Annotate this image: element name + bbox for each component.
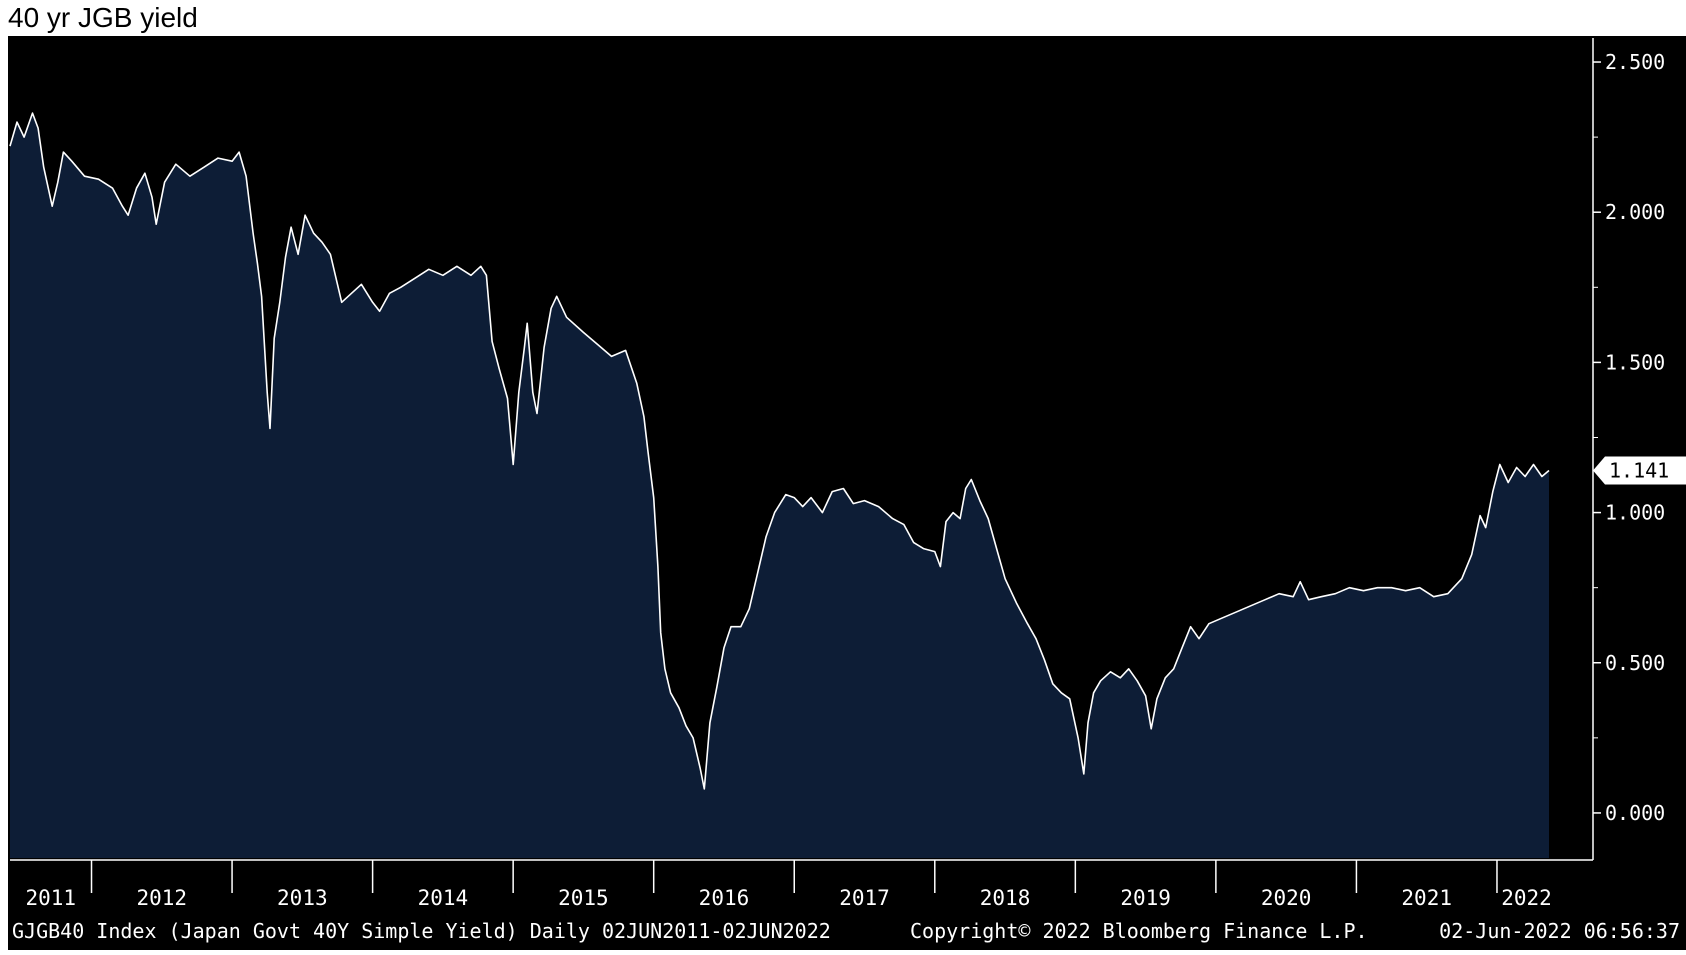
x-tick-label: 2016 (699, 886, 750, 910)
series-area-fill (10, 113, 1549, 859)
x-tick-label: 2014 (418, 886, 469, 910)
footer-timestamp: 02-Jun-2022 06:56:37 (1439, 919, 1680, 943)
chart-title: 40 yr JGB yield (8, 2, 198, 33)
x-tick-label: 2017 (839, 886, 890, 910)
x-tick-label: 2013 (277, 886, 328, 910)
y-tick-label: 1.000 (1605, 501, 1665, 525)
y-tick-label: 0.500 (1605, 651, 1665, 675)
footer-source: GJGB40 Index (Japan Govt 40Y Simple Yiel… (12, 919, 831, 943)
x-tick-label: 2012 (137, 886, 188, 910)
x-tick-label: 2011 (25, 886, 76, 910)
last-value-label: 1.141 (1609, 459, 1669, 483)
x-tick-label: 2015 (558, 886, 609, 910)
footer-copyright: Copyright© 2022 Bloomberg Finance L.P. (910, 919, 1368, 943)
y-tick-label: 2.000 (1605, 200, 1665, 224)
x-tick-label: 2022 (1501, 886, 1552, 910)
x-tick-label: 2019 (1120, 886, 1171, 910)
x-tick-label: 2020 (1261, 886, 1312, 910)
series-line (9, 112, 1550, 790)
last-value-tag (1593, 456, 1686, 485)
y-tick-label: 1.500 (1605, 350, 1665, 374)
y-tick-label: 2.500 (1605, 50, 1665, 74)
x-tick-label: 2018 (980, 886, 1031, 910)
x-tick-label: 2021 (1401, 886, 1452, 910)
y-tick-label: 0.000 (1605, 801, 1665, 825)
